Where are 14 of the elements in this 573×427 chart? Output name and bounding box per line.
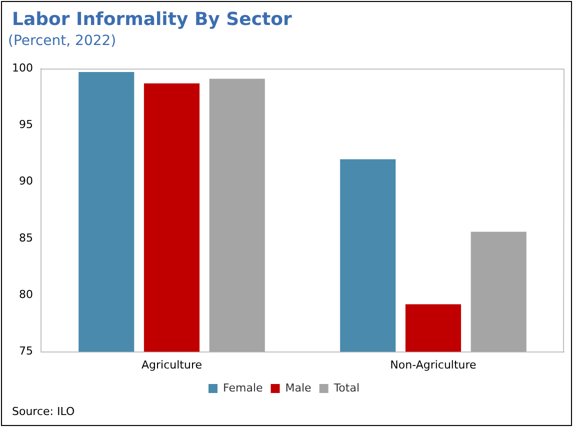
- y-tick-label: 100: [12, 61, 33, 74]
- y-tick-label: 75: [18, 344, 33, 358]
- x-tick-label: Non-Agriculture: [390, 358, 477, 372]
- x-tick-label: Agriculture: [141, 358, 202, 372]
- legend-label: Female: [222, 381, 263, 394]
- y-tick-label: 90: [18, 174, 33, 188]
- y-tick-label: 80: [18, 288, 33, 302]
- legend-label: Male: [285, 381, 312, 394]
- y-tick-label: 95: [18, 118, 33, 132]
- chart-title: Labor Informality By Sector: [12, 9, 292, 30]
- y-tick-label: 85: [18, 231, 33, 244]
- chart-subtitle: (Percent, 2022): [8, 33, 116, 49]
- source-note: Source: ILO: [12, 405, 75, 418]
- legend-label: Total: [332, 381, 360, 394]
